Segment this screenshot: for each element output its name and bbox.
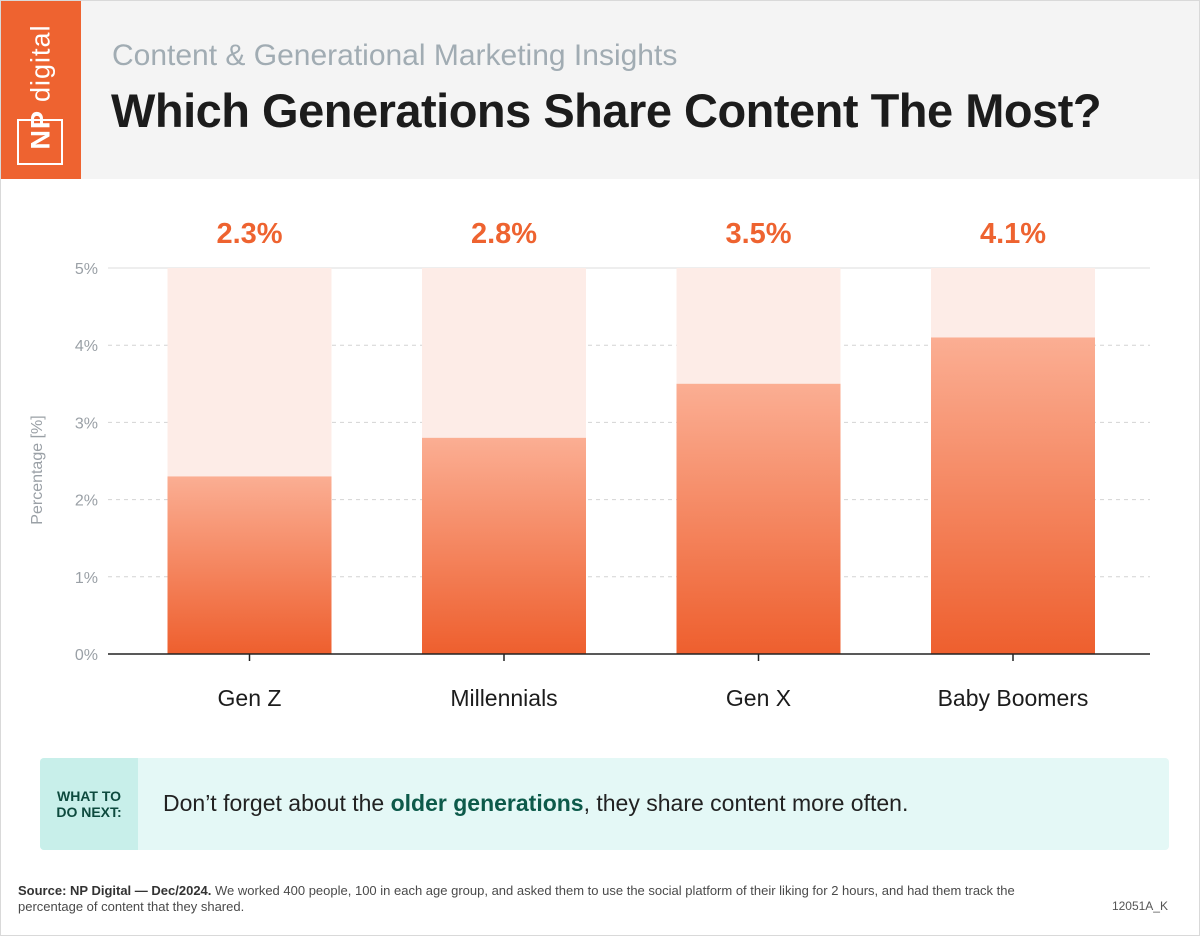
- y-tick-label: 2%: [75, 493, 98, 510]
- bar: [676, 383, 841, 654]
- data-label: 3.5%: [725, 218, 791, 250]
- logo-text: NPdigital: [25, 24, 56, 150]
- y-tick-label: 5%: [75, 261, 98, 278]
- y-tick-label: 0%: [75, 647, 98, 664]
- y-axis-label: Percentage [%]: [29, 415, 46, 524]
- y-tick-label: 3%: [75, 415, 98, 432]
- y-tick-label: 4%: [75, 338, 98, 355]
- logo-square: [17, 119, 63, 165]
- data-label: 4.1%: [980, 218, 1046, 250]
- bar: [422, 437, 586, 654]
- x-tick-label: Gen Z: [218, 685, 282, 711]
- x-tick-label: Millennials: [450, 685, 557, 711]
- y-tick-label: 1%: [75, 570, 98, 587]
- labels: 0% 1% 2% 3% 4% 5% 2.3% Gen Z 2.8% Millennials 3.5%…: [75, 218, 1150, 711]
- subtitle: Content & Generational Marketing Insight…: [112, 39, 678, 72]
- bar-chart: 0% 1% 2% 3% 4% 5% 2.3% Gen Z 2.8% Millennials 3.5%…: [29, 218, 1150, 711]
- page-title: Which Generations Share Content The Most…: [111, 84, 1102, 137]
- header-band: Content & Generational Marketing Insight…: [1, 1, 1199, 179]
- callout-emphasis: older generations: [390, 790, 584, 816]
- callout-text: Don’t forget about the older generations…: [163, 790, 909, 816]
- x-tick-label: Baby Boomers: [938, 685, 1089, 711]
- bar: [931, 337, 1095, 654]
- bar: [167, 476, 332, 654]
- data-label: 2.3%: [216, 218, 282, 250]
- source-note: Source: NP Digital — Dec/2024. We worked…: [18, 883, 1015, 914]
- document-code: 12051A_K: [1111, 899, 1168, 913]
- what-to-do-next-callout: WHAT TO DO NEXT: Don’t forget about the …: [40, 758, 1169, 850]
- bars: [167, 337, 1095, 654]
- data-label: 2.8%: [471, 218, 537, 250]
- x-tick-label: Gen X: [726, 685, 791, 711]
- np-digital-logo: NPdigital: [1, 1, 81, 179]
- callout-tag: WHAT TO DO NEXT:: [40, 758, 138, 850]
